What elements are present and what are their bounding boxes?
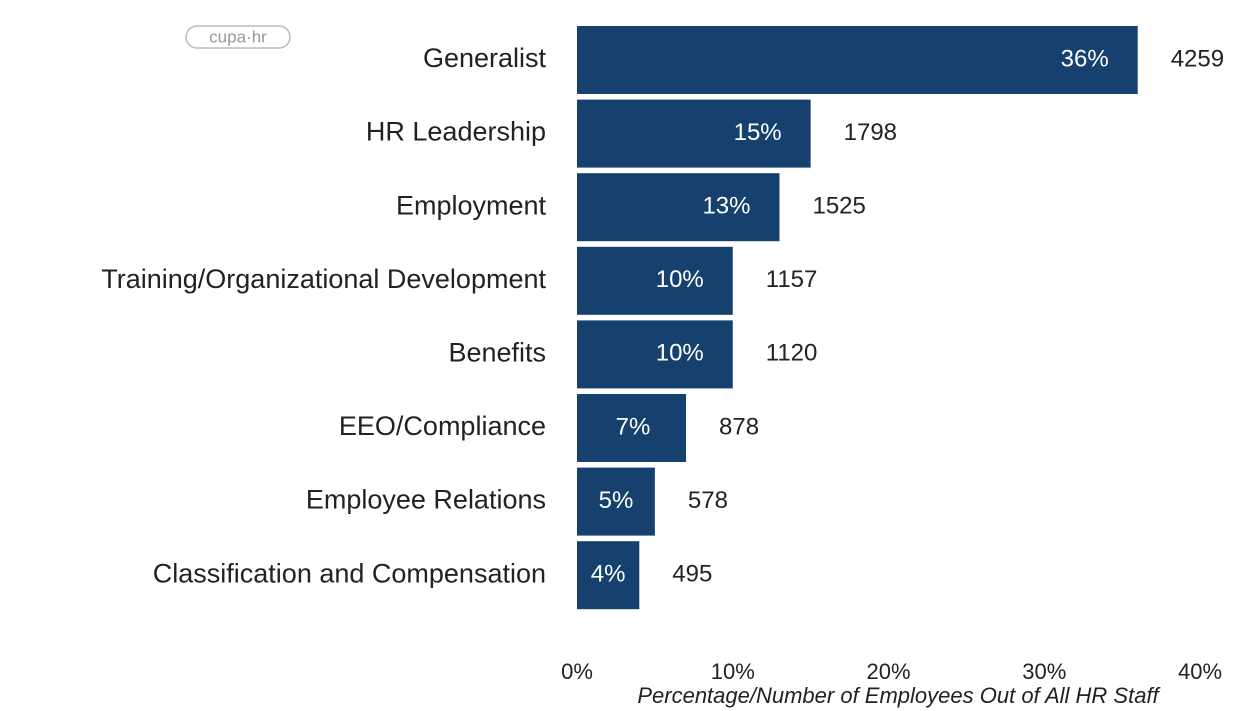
value-label: 15% <box>734 119 782 146</box>
bar <box>577 26 1138 94</box>
y-tick-label: HR Leadership <box>366 117 546 147</box>
y-tick-label: Benefits <box>448 338 546 368</box>
logo-frame <box>185 25 291 49</box>
value-label: 36% <box>1061 45 1109 72</box>
y-tick-label: Training/Organizational Development <box>101 264 546 294</box>
bar <box>577 320 733 389</box>
bar <box>577 467 655 536</box>
count-label: 1157 <box>766 266 818 293</box>
y-tick-label: EEO/Compliance <box>339 411 546 441</box>
bar <box>577 173 780 242</box>
logo: cupa·hr <box>209 27 267 46</box>
bar <box>577 394 687 462</box>
count-label: 1798 <box>844 119 897 146</box>
x-axis-label: Percentage/Number of Employees Out of Al… <box>637 683 1161 708</box>
x-tick-label: 20% <box>866 659 910 684</box>
value-label: 4% <box>591 561 626 588</box>
value-label: 10% <box>656 266 704 293</box>
count-label: 1525 <box>812 193 865 220</box>
y-tick-label: Generalist <box>423 43 547 73</box>
value-label: 7% <box>616 413 651 440</box>
count-label: 1120 <box>766 340 818 367</box>
count-label: 578 <box>688 487 728 514</box>
count-label: 878 <box>719 413 759 440</box>
bar <box>577 541 640 610</box>
x-tick-label: 30% <box>1022 659 1066 684</box>
y-tick-label: Classification and Compensation <box>153 558 546 588</box>
x-tick-label: 10% <box>711 659 755 684</box>
bar <box>577 246 733 315</box>
bar <box>577 99 811 168</box>
x-tick-label: 40% <box>1178 659 1222 684</box>
y-tick-label: Employee Relations <box>306 485 546 515</box>
value-label: 13% <box>702 193 750 220</box>
y-tick-label: Employment <box>396 190 547 220</box>
count-label: 495 <box>672 561 712 588</box>
count-label: 4259 <box>1171 45 1224 72</box>
x-tick-label: 0% <box>561 659 593 684</box>
value-label: 10% <box>656 340 704 367</box>
value-label: 5% <box>599 487 634 514</box>
